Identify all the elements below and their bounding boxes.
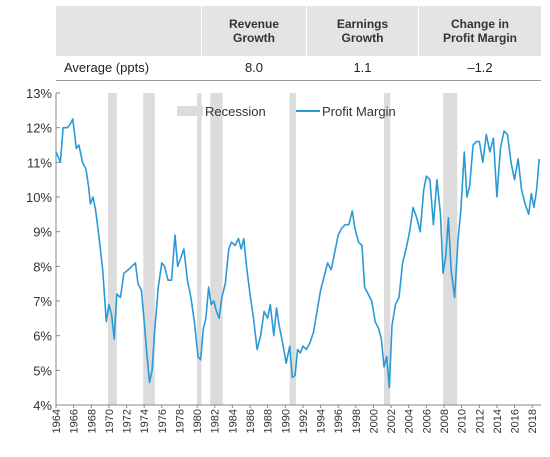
header-profit-margin-change: Change in Profit Margin [443,17,517,45]
value-earnings-growth: 1.1 [353,60,372,75]
x-tick-label: 1996 [333,409,345,433]
x-tick-label: 1978 [174,409,186,433]
x-tick-label: 1964 [51,409,63,433]
x-tick-labels: 1964 1966 1968 1970 1972 1974 1976 1978 1980 1982… [51,405,539,433]
x-tick-label: 1990 [280,409,292,433]
profit-margin-line [55,118,540,389]
y-tick-label: 6% [33,329,52,344]
x-tick-label: 1998 [351,409,363,433]
legend-label-profit-margin: Profit Margin [322,104,396,119]
y-tick-labels: 4% 5% 6% 7% 8% 9% 10% 11% 12% 13% [26,86,52,413]
recession-band [143,93,155,405]
y-axis-grid [55,92,541,406]
x-tick-label: 1982 [210,409,222,433]
x-tick-label: 2006 [421,409,433,433]
x-tick-label: 1972 [122,409,134,433]
recession-band [384,93,391,405]
header-divider [201,6,202,56]
chart-legend: Recession Profit Margin [177,104,396,119]
x-tick-label: 2012 [474,409,486,433]
value-revenue-growth: 8.0 [244,60,264,75]
recession-band [108,93,117,405]
y-tick-label: 11% [27,155,52,170]
x-tick-label: 2000 [368,409,380,433]
x-tick-label: 1984 [227,409,239,433]
x-tick-label: 1988 [263,409,275,433]
x-tick-label: 1976 [157,409,169,433]
x-tick-label: 1980 [192,409,204,433]
header-divider [306,6,307,56]
header-earnings-growth: Earnings Growth [336,17,389,45]
y-tick-label: 12% [26,121,52,136]
x-tick-label: 1994 [316,409,328,433]
table-bottom-rule [56,80,541,81]
y-tick-label: 4% [33,398,52,413]
recession-band [289,93,296,405]
y-tick-label: 9% [33,225,52,240]
series-layer [55,118,540,389]
x-tick-label: 2008 [439,409,451,433]
legend-label-recession: Recession [205,104,266,119]
legend-swatch-recession [177,106,203,116]
recession-bands [108,93,458,405]
table-header [56,6,541,56]
recession-band [210,93,223,405]
value-profit-margin-change: –1.2 [467,60,493,75]
y-tick-label: 13% [26,86,52,101]
x-tick-label: 1968 [86,409,98,433]
y-tick-label: 10% [26,190,52,205]
header-divider [418,6,419,56]
x-tick-label: 2010 [457,409,469,433]
x-tick-label: 1970 [104,409,116,433]
x-tick-label: 2014 [492,409,504,433]
x-tick-label: 2016 [510,409,522,433]
recession-band [197,93,202,405]
x-tick-label: 2002 [386,409,398,433]
header-revenue-growth: Revenue Growth [228,17,280,45]
y-tick-label: 8% [33,259,52,274]
row-label: Average (ppts) [64,60,150,75]
x-tick-label: 1986 [245,409,257,433]
x-tick-label: 2004 [404,409,416,433]
x-tick-label: 1966 [69,409,81,433]
x-tick-label: 1974 [139,409,151,433]
x-tick-label: 1992 [298,409,310,433]
x-tick-label: 2018 [527,409,539,433]
y-tick-label: 5% [33,363,52,378]
y-tick-label: 7% [33,294,52,309]
